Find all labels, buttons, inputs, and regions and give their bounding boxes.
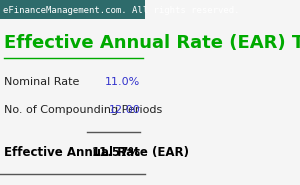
Text: 12.00: 12.00 xyxy=(109,105,140,115)
Text: Nominal Rate: Nominal Rate xyxy=(4,77,80,87)
Text: No. of Compounding Periods: No. of Compounding Periods xyxy=(4,105,163,115)
Text: 11.0%: 11.0% xyxy=(105,77,140,87)
Text: eFinanceManagement.com. All rights reserved.: eFinanceManagement.com. All rights reser… xyxy=(3,6,239,15)
FancyBboxPatch shape xyxy=(0,0,145,18)
Text: 11.57%: 11.57% xyxy=(92,146,140,159)
Text: Effective Annual Rate (EAR) Template: Effective Annual Rate (EAR) Template xyxy=(4,33,300,52)
Text: Effective Annual Rate (EAR): Effective Annual Rate (EAR) xyxy=(4,146,189,159)
